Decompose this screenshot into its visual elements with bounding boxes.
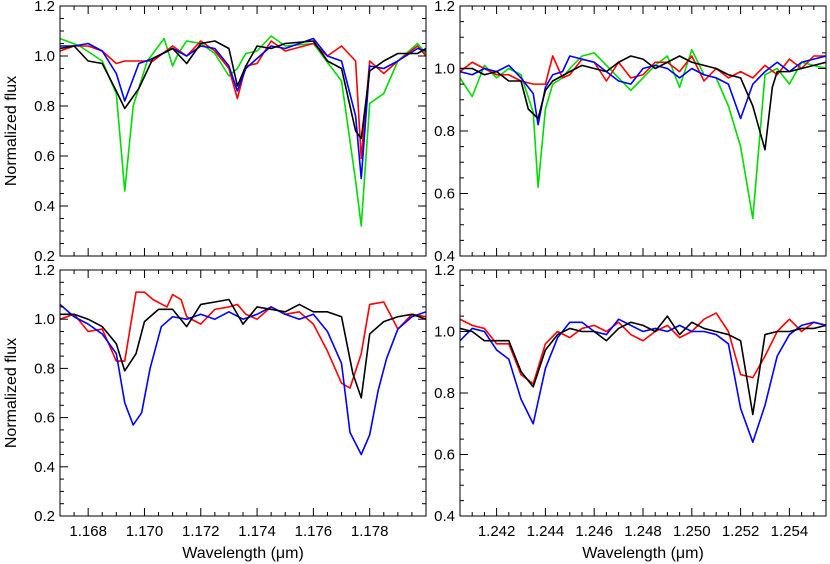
y-axis-title: Normalized flux [3,338,20,448]
panel-bottom-right: 0.4 0.6 0.8 1.0 1.2 1.242 1.244 1.246 1.248 1.250… [434,262,827,562]
y-tick-label: 0.6 [434,186,455,203]
y-tick-label: 0.8 [434,385,455,402]
series-line-2 [460,55,826,85]
x-tick-label: 1.170 [126,523,164,540]
y-tick-label: 0.2 [34,248,55,265]
y-tick-label: 1.0 [434,61,455,78]
y-tick-label: 0.8 [34,360,55,377]
series-line-2 [60,303,426,456]
plot-frame [459,5,827,257]
y-tick-label: 1.2 [34,262,55,279]
series-line-2 [460,318,826,444]
y-axis-title: Normalized flux [3,76,20,186]
x-tick-label: 1.178 [351,523,389,540]
series-line-1 [60,291,426,389]
y-tick-label: 0.6 [34,410,55,427]
y-tick-label: 1.0 [34,311,55,328]
y-tick-label: 1.2 [434,262,455,279]
plot-frame [59,269,427,517]
plot-frame [459,269,827,517]
x-tick-label: 1.242 [478,523,516,540]
y-tick-label: 1.2 [34,0,55,15]
x-tick-label: 1.248 [624,523,662,540]
y-tick-label: 0.8 [434,123,455,140]
y-tick-label: 0.8 [34,98,55,115]
series-line-1 [60,35,426,227]
panel-top-left: 0.2 0.4 0.6 0.8 1.0 1.2 Normalized flux [3,0,427,265]
y-tick-label: 0.4 [34,198,55,215]
y-tick-label: 0.6 [34,148,55,165]
x-tick-label: 1.246 [575,523,613,540]
panel-top-right: 0.4 0.6 0.8 1.0 1.2 [434,0,827,265]
x-axis-title: Wavelength (μm) [182,545,304,562]
x-tick-label: 1.168 [69,523,107,540]
x-tick-label: 1.254 [771,523,809,540]
x-tick-label: 1.174 [238,523,276,540]
y-tick-label: 0.4 [434,508,455,525]
panel-bottom-left: 0.2 0.4 0.6 0.8 1.0 1.2 1.168 1.170 1.172 1.174 1.… [3,262,427,562]
y-tick-label: 0.4 [434,248,455,265]
series-line-1 [460,48,826,220]
series-line-1 [460,312,826,385]
y-tick-label: 0.6 [434,447,455,464]
x-tick-label: 1.244 [527,523,565,540]
y-tick-label: 0.2 [34,508,55,525]
y-tick-label: 1.0 [434,324,455,341]
x-tick-label: 1.250 [673,523,711,540]
plot-frame [59,5,427,257]
series-line-4 [460,55,826,151]
x-tick-label: 1.172 [182,523,220,540]
x-tick-label: 1.252 [722,523,760,540]
x-tick-label: 1.176 [295,523,333,540]
y-tick-label: 0.4 [34,459,55,476]
y-tick-label: 1.2 [434,0,455,15]
series-line-4 [60,40,426,140]
x-axis-title: Wavelength (μm) [582,545,704,562]
series-line-3 [460,315,826,416]
series-line-3 [460,55,826,126]
y-tick-label: 1.0 [34,48,55,65]
series-line-3 [60,298,426,399]
series-line-3 [60,37,426,180]
